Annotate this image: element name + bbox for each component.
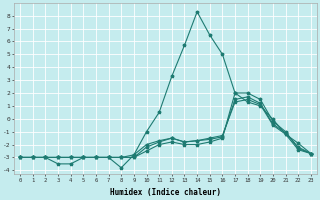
X-axis label: Humidex (Indice chaleur): Humidex (Indice chaleur)	[110, 188, 221, 197]
